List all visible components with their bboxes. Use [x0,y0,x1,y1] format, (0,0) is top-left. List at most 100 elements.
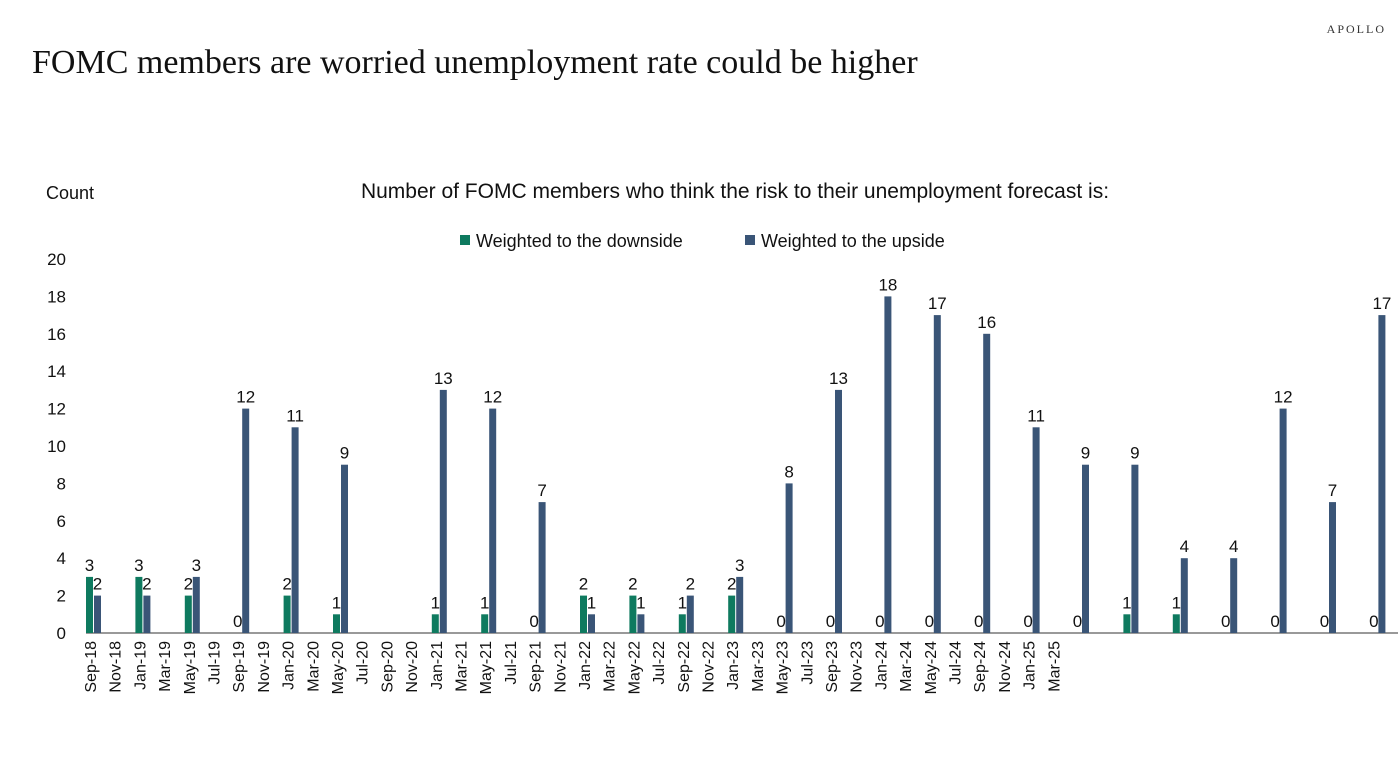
x-tick-label: Nov-18 [108,641,125,693]
page-title: FOMC members are worried unemployment ra… [32,44,918,81]
upside-value-label: 4 [1229,537,1238,556]
downside-value-label: 2 [184,575,193,594]
upside-bar [242,408,250,633]
downside-value-label: 3 [134,556,143,575]
x-tick-label: Jan-19 [132,641,149,690]
downside-value-label: 1 [1122,593,1131,612]
y-tick-label: 18 [47,287,66,306]
upside-value-label: 17 [1372,294,1391,313]
x-tick-label: Jan-24 [873,641,890,690]
downside-value-label: 2 [282,575,291,594]
upside-value-label: 13 [434,369,453,388]
downside-value-label: 0 [1369,612,1378,631]
upside-bar [1329,502,1336,633]
downside-value-label: 0 [974,612,983,631]
x-tick-label: Jan-21 [429,641,446,690]
downside-bar [283,595,291,633]
upside-value-label: 9 [1081,444,1090,463]
x-tick-label: Mar-24 [898,641,915,692]
x-tick-label: May-21 [478,641,495,694]
upside-bar [94,595,101,633]
x-tick-label: Jan-20 [281,641,298,690]
upside-bar [1279,408,1287,633]
downside-bar [481,614,489,633]
x-tick-label: Nov-21 [552,641,569,693]
upside-bar [1131,464,1139,633]
downside-value-label: 1 [332,593,341,612]
x-tick-label: Mar-20 [305,641,322,692]
x-tick-label: Nov-22 [701,641,718,693]
x-tick-label: Sep-21 [528,641,545,693]
downside-value-label: 0 [1320,612,1329,631]
downside-value-label: 0 [925,612,934,631]
upside-bar [489,408,497,633]
upside-value-label: 18 [878,275,897,294]
upside-bar [291,427,299,633]
x-tick-label: Mar-19 [157,641,174,692]
upside-bar [983,333,991,633]
legend-label-upside: Weighted to the upside [761,231,945,251]
x-tick-label: Mar-25 [1046,641,1063,692]
upside-bar [933,315,941,633]
upside-value-label: 8 [784,462,793,481]
upside-bar [192,576,200,633]
upside-value-label: 9 [1130,444,1139,463]
x-tick-label: Nov-19 [256,641,273,693]
upside-bar [1082,464,1089,633]
downside-value-label: 0 [1073,612,1082,631]
legend-swatch-downside [460,235,470,245]
upside-value-label: 12 [1274,388,1293,407]
upside-bar [884,296,892,633]
downside-bar [678,614,686,633]
apollo-logo: APOLLO [1326,22,1386,36]
downside-bar [135,576,143,633]
upside-value-label: 7 [537,481,546,500]
downside-value-label: 1 [431,593,440,612]
x-tick-label: Jan-25 [1022,641,1039,690]
y-axis-label: Count [46,183,94,203]
upside-bar [736,576,744,633]
downside-value-label: 0 [875,612,884,631]
upside-value-label: 11 [286,406,304,425]
y-tick-label: 20 [47,250,66,269]
downside-bar [1123,614,1131,633]
upside-bar [637,614,645,633]
x-tick-label: Jan-23 [725,641,742,690]
upside-bar [1378,315,1386,633]
downside-value-label: 0 [1221,612,1230,631]
x-tick-label: Mar-21 [454,641,471,692]
upside-value-label: 17 [928,294,947,313]
upside-bar [1032,427,1040,633]
x-tick-label: Nov-24 [997,641,1014,693]
downside-value-label: 0 [776,612,785,631]
upside-value-label: 7 [1328,481,1337,500]
y-tick-label: 2 [57,587,66,606]
x-tick-label: Jul-20 [355,641,372,685]
upside-bar [1180,558,1188,633]
upside-value-label: 16 [977,313,996,332]
downside-bar [1172,614,1180,633]
x-tick-label: May-22 [626,641,643,694]
x-tick-label: Nov-20 [404,641,421,693]
x-tick-label: May-20 [330,641,347,694]
x-tick-label: May-24 [923,641,940,694]
y-tick-label: 14 [47,362,66,381]
downside-value-label: 3 [85,556,94,575]
upside-bar [686,595,694,633]
x-tick-label: Jul-21 [503,641,520,685]
y-tick-label: 4 [57,549,66,568]
x-tick-label: Mar-23 [750,641,767,692]
downside-value-label: 2 [628,575,637,594]
upside-bar [785,483,793,633]
downside-bar [333,614,340,633]
downside-bar [184,595,192,633]
upside-bar [143,595,151,633]
y-tick-label: 8 [57,474,66,493]
upside-value-label: 1 [636,593,645,612]
downside-value-label: 0 [1023,612,1032,631]
y-tick-label: 16 [47,325,66,344]
downside-value-label: 1 [1172,593,1181,612]
downside-bar [86,576,93,633]
